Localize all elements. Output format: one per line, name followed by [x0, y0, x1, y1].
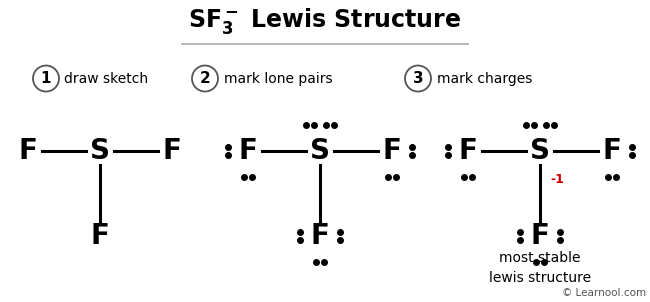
Text: F: F	[311, 222, 330, 249]
Text: F: F	[383, 137, 402, 165]
Text: F: F	[458, 137, 478, 165]
Text: F: F	[162, 137, 181, 165]
Text: F: F	[530, 222, 549, 249]
Text: mark charges: mark charges	[437, 72, 532, 85]
Text: S: S	[90, 137, 110, 165]
Text: lewis structure: lewis structure	[489, 271, 591, 285]
Text: F: F	[239, 137, 257, 165]
Text: 3: 3	[413, 71, 423, 86]
Text: S: S	[530, 137, 550, 165]
Text: $\mathbf{SF_3^-}$ Lewis Structure: $\mathbf{SF_3^-}$ Lewis Structure	[188, 6, 462, 36]
Text: F: F	[19, 137, 38, 165]
Text: F: F	[603, 137, 621, 165]
Text: S: S	[310, 137, 330, 165]
Text: mark lone pairs: mark lone pairs	[224, 72, 333, 85]
Text: draw sketch: draw sketch	[64, 72, 148, 85]
Text: 1: 1	[41, 71, 51, 86]
Text: F: F	[90, 222, 109, 249]
Text: © Learnool.com: © Learnool.com	[562, 288, 646, 298]
Text: -1: -1	[550, 173, 564, 186]
Text: most stable: most stable	[499, 251, 580, 265]
Text: 2: 2	[200, 71, 211, 86]
